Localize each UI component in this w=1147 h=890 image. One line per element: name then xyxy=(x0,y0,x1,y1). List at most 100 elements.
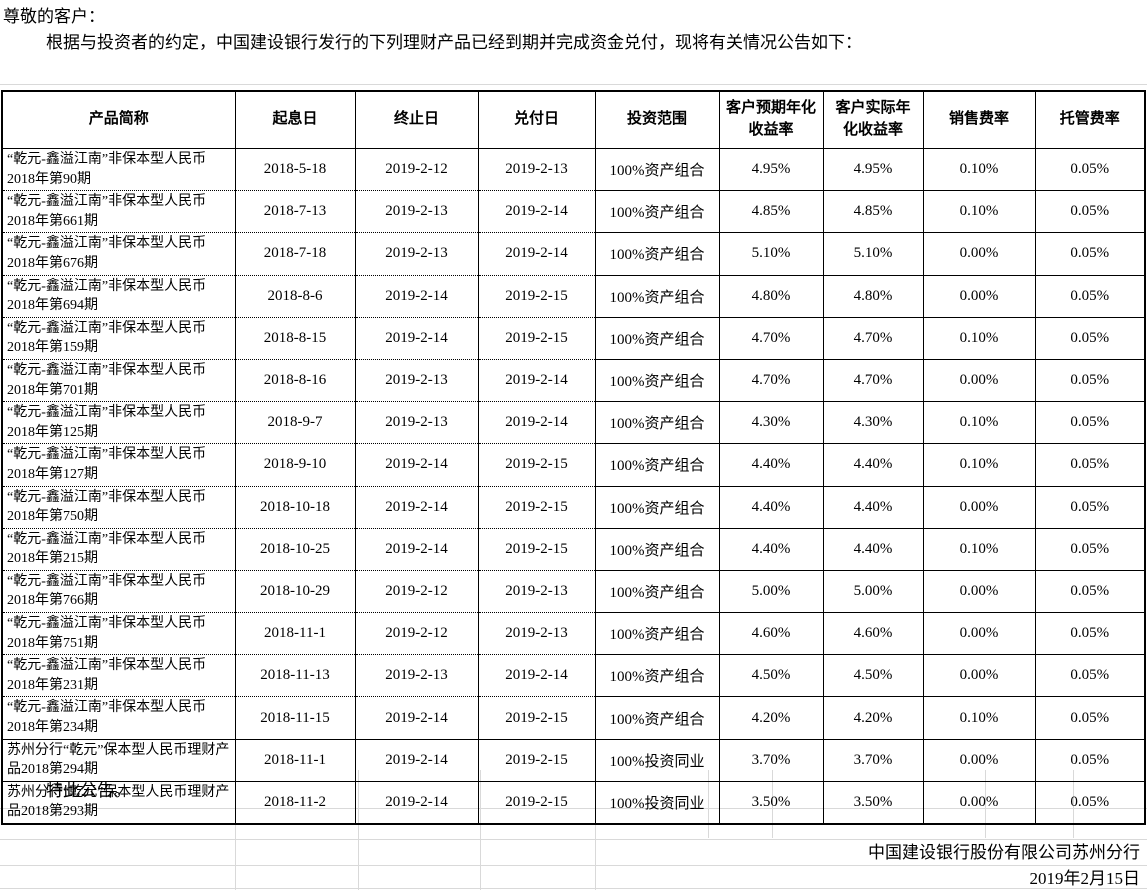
salutation-text: 尊敬的客户： xyxy=(3,7,105,26)
table-cell: 100%投资同业 xyxy=(594,738,720,782)
product-name-cell: “乾元-鑫溢江南”非保本型人民币2018年第751期 xyxy=(1,612,236,655)
table-cell: 0.05% xyxy=(1034,569,1146,613)
table-row: “乾元-鑫溢江南”非保本型人民币2018年第90期 2018-5-18 2019-2… xyxy=(1,147,1146,191)
table-body: “乾元-鑫溢江南”非保本型人民币2018年第90期 2018-5-18 2019-2… xyxy=(1,147,1146,825)
table-cell: 4.70% xyxy=(822,316,924,360)
table-cell: 0.05% xyxy=(1034,147,1146,191)
product-name-cell: “乾元-鑫溢江南”非保本型人民币2018年第215期 xyxy=(1,527,236,571)
table-cell: 0.05% xyxy=(1034,443,1146,486)
table-cell: 4.85% xyxy=(718,190,824,233)
column-header: 终止日 xyxy=(354,90,479,149)
spreadsheet-gridline xyxy=(358,770,359,890)
table-cell: 5.10% xyxy=(718,232,824,276)
product-name-cell: 苏州分行“乾元”保本型人民币理财产品2018第294期 xyxy=(1,738,236,782)
table-cell: 0.05% xyxy=(1034,485,1146,529)
column-header: 客户实际年化收益率 xyxy=(822,90,924,149)
table-cell: 4.80% xyxy=(718,274,824,318)
table-cell: 4.40% xyxy=(718,443,824,486)
table-cell: 4.50% xyxy=(718,654,824,697)
table-cell: 0.05% xyxy=(1034,612,1146,655)
table-cell: 2019-2-15 xyxy=(477,738,596,782)
table-cell: 0.10% xyxy=(922,316,1036,360)
announcement-table: 产品简称 起息日 终止日 兑付日 投资范围 客户预期年化收益率 客户实际年化收益率 销售费率托… xyxy=(1,90,1146,825)
closing-text: 特此公告。 xyxy=(46,781,131,800)
table-cell: 100%资产组合 xyxy=(594,358,720,402)
table-row: 苏州分行“乾元”保本型人民币理财产品2018第294期 2018-11-1 2019… xyxy=(1,738,1146,782)
table-cell: 2019-2-15 xyxy=(477,696,596,740)
table-cell: 0.05% xyxy=(1034,738,1146,782)
product-name-cell: “乾元-鑫溢江南”非保本型人民币2018年第694期 xyxy=(1,274,236,318)
table-cell: 2019-2-12 xyxy=(354,147,479,191)
table-cell: 2019-2-13 xyxy=(354,232,479,276)
table-row: “乾元-鑫溢江南”非保本型人民币2018年第231期 2018-11-13 2019… xyxy=(1,654,1146,697)
table-cell: 2018-5-18 xyxy=(234,147,356,191)
table-cell: 0.10% xyxy=(922,190,1036,233)
table-cell: 2019-2-14 xyxy=(354,738,479,782)
table-cell: 2019-2-15 xyxy=(477,443,596,486)
column-header: 兑付日 xyxy=(477,90,596,149)
table-cell: 0.05% xyxy=(1034,274,1146,318)
table-cell: 100%资产组合 xyxy=(594,232,720,276)
table-cell: 4.40% xyxy=(718,485,824,529)
table-cell: 0.00% xyxy=(922,654,1036,697)
table-row: “乾元-鑫溢江南”非保本型人民币2018年第694期 2018-8-6 2019-2… xyxy=(1,274,1146,318)
table-row: “乾元-鑫溢江南”非保本型人民币2018年第766期 2018-10-29 2019… xyxy=(1,569,1146,613)
table-cell: 4.30% xyxy=(718,401,824,444)
table-cell: 2018-11-2 xyxy=(234,780,356,825)
table-cell: 0.00% xyxy=(922,232,1036,276)
table-cell: 100%资产组合 xyxy=(594,654,720,697)
table-cell: 0.10% xyxy=(922,401,1036,444)
table-cell: 100%资产组合 xyxy=(594,612,720,655)
table-cell: 2019-2-13 xyxy=(477,147,596,191)
table-cell: 100%资产组合 xyxy=(594,569,720,613)
table-cell: 2019-2-13 xyxy=(354,190,479,233)
table-cell: 4.70% xyxy=(822,358,924,402)
product-name-cell: “乾元-鑫溢江南”非保本型人民币2018年第127期 xyxy=(1,443,236,486)
table-cell: 2019-2-13 xyxy=(354,401,479,444)
table-cell: 2019-2-14 xyxy=(477,358,596,402)
table-cell: 0.05% xyxy=(1034,780,1146,825)
table-cell: 100%资产组合 xyxy=(594,527,720,571)
table-cell: 2019-2-15 xyxy=(477,780,596,825)
table-cell: 0.00% xyxy=(922,612,1036,655)
table-cell: 2019-2-14 xyxy=(354,443,479,486)
product-name-cell: “乾元-鑫溢江南”非保本型人民币2018年第766期 xyxy=(1,569,236,613)
table-cell: 2018-10-29 xyxy=(234,569,356,613)
table-cell: 0.05% xyxy=(1034,316,1146,360)
table-cell: 4.60% xyxy=(718,612,824,655)
date-text: 2019年2月15日 xyxy=(1029,869,1141,888)
table-cell: 2019-2-12 xyxy=(354,569,479,613)
table-cell: 5.10% xyxy=(822,232,924,276)
table-row: “乾元-鑫溢江南”非保本型人民币2018年第127期 2018-9-10 2019-… xyxy=(1,443,1146,486)
table-cell: 0.05% xyxy=(1034,232,1146,276)
table-cell: 4.50% xyxy=(822,654,924,697)
product-name-cell: “乾元-鑫溢江南”非保本型人民币2018年第234期 xyxy=(1,696,236,740)
issuer-text: 中国建设银行股份有限公司苏州分行 xyxy=(868,843,1140,862)
table-cell: 2019-2-14 xyxy=(354,527,479,571)
table-cell: 2019-2-14 xyxy=(354,696,479,740)
table-cell: 2019-2-13 xyxy=(477,569,596,613)
table-cell: 2018-11-13 xyxy=(234,654,356,697)
table-cell: 2019-2-15 xyxy=(477,274,596,318)
table-cell: 3.70% xyxy=(718,738,824,782)
table-cell: 4.80% xyxy=(822,274,924,318)
table-cell: 0.05% xyxy=(1034,358,1146,402)
table-header-row: 产品简称 起息日 终止日 兑付日 投资范围 客户预期年化收益率 客户实际年化收益率 销售费率托… xyxy=(1,90,1146,149)
table-cell: 2018-10-18 xyxy=(234,485,356,529)
table-cell: 4.85% xyxy=(822,190,924,233)
table-row: “乾元-鑫溢江南”非保本型人民币2018年第751期 2018-11-1 2019-… xyxy=(1,612,1146,655)
table-row: “乾元-鑫溢江南”非保本型人民币2018年第125期 2018-9-7 2019-2… xyxy=(1,401,1146,444)
table-cell: 100%资产组合 xyxy=(594,190,720,233)
intro-text: 根据与投资者的约定，中国建设银行发行的下列理财产品已经到期并完成资金兑付，现将有… xyxy=(46,33,862,52)
table-cell: 0.05% xyxy=(1034,527,1146,571)
table-row: 苏州分行“乾元”保本型人民币理财产品2018第293期 2018-11-2 2019… xyxy=(1,780,1146,825)
table-cell: 2018-7-18 xyxy=(234,232,356,276)
product-name-cell: “乾元-鑫溢江南”非保本型人民币2018年第90期 xyxy=(1,147,236,191)
table-cell: 100%资产组合 xyxy=(594,696,720,740)
table-row: “乾元-鑫溢江南”非保本型人民币2018年第159期 2018-8-15 2019-… xyxy=(1,316,1146,360)
table-cell: 0.00% xyxy=(922,738,1036,782)
table-cell: 0.10% xyxy=(922,443,1036,486)
product-name-cell: “乾元-鑫溢江南”非保本型人民币2018年第159期 xyxy=(1,316,236,360)
column-header: 产品简称 xyxy=(1,90,236,149)
table-cell: 2019-2-15 xyxy=(477,527,596,571)
